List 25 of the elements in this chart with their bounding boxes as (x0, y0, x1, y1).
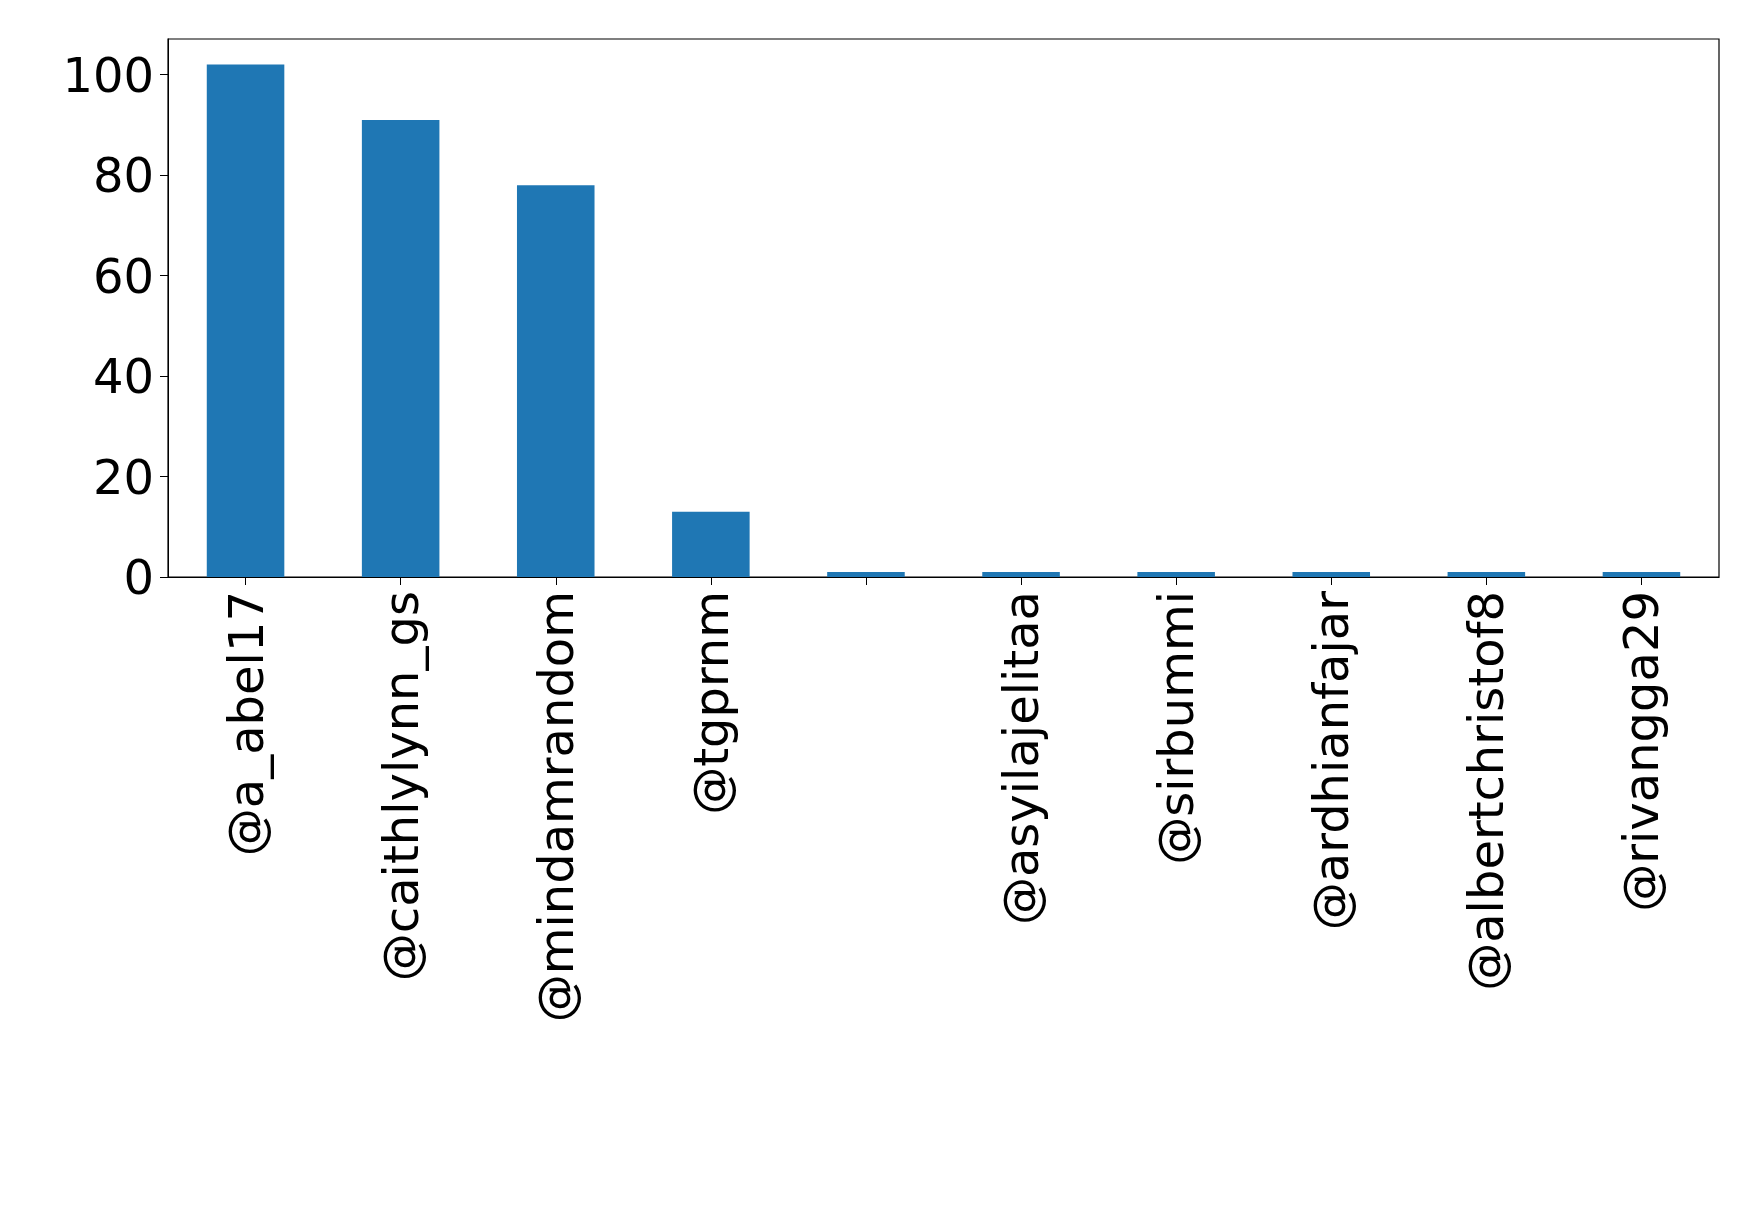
y-tick-label: 80 (92, 147, 154, 204)
x-tick-label: @albertchristof8 (1458, 591, 1515, 991)
bar (361, 119, 440, 577)
x-tick-label: @rivangga29 (1613, 591, 1670, 912)
bar (1602, 571, 1681, 577)
y-tick-label: 40 (92, 348, 154, 405)
x-tick-label: @mindamrandom (527, 591, 584, 1023)
x-tick-label: @asyilajelitaa (993, 591, 1050, 926)
x-tick-label: @sirbummi (1148, 591, 1205, 865)
bar (672, 511, 750, 577)
bar (827, 571, 905, 577)
x-tick-label: @tgprnm (682, 591, 739, 815)
y-tick-label: 0 (123, 549, 154, 605)
bar (1292, 571, 1371, 577)
bar (1137, 571, 1215, 577)
x-tick-label: @a_abel17 (217, 591, 274, 857)
y-tick-label: 60 (92, 247, 154, 304)
x-tick-label: @ardhianfajar (1303, 590, 1360, 931)
y-tick-label: 100 (62, 46, 154, 103)
y-tick-label: 20 (92, 448, 154, 505)
bar (516, 185, 595, 577)
bar (1447, 571, 1526, 577)
bar (982, 571, 1060, 577)
x-tick-label: @caithlylynn_gs (372, 591, 429, 982)
bar (206, 64, 285, 577)
